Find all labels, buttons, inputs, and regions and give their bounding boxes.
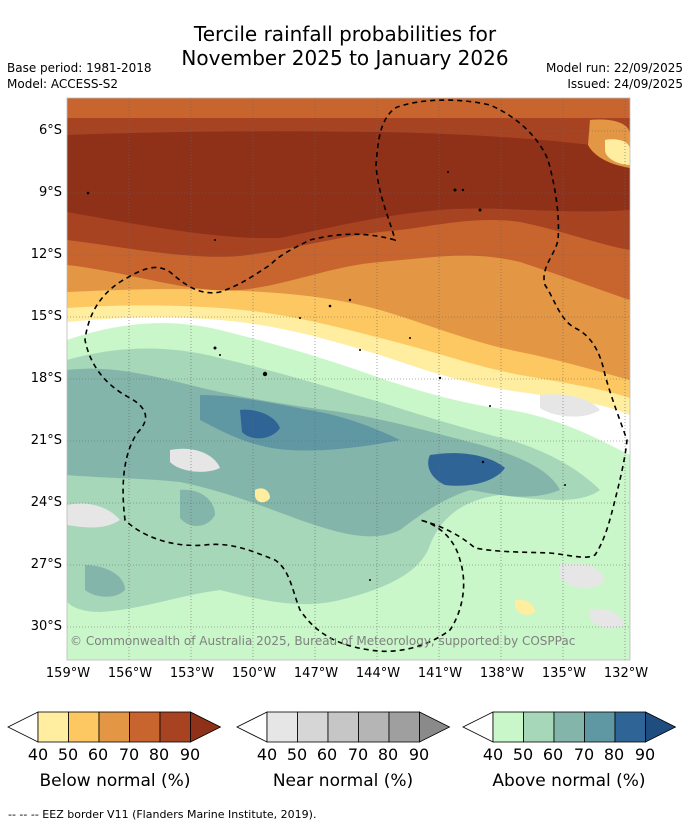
grid <box>67 98 630 660</box>
near-40-patch-5 <box>590 608 625 629</box>
lon-label: 135°W <box>541 666 587 681</box>
islands <box>86 171 566 581</box>
above-normal-title: Above normal (%) <box>492 771 646 791</box>
legend-tick: 40 <box>27 745 49 764</box>
above-60-patch <box>180 489 215 526</box>
near-normal-swatch <box>327 711 359 743</box>
lat-label: 15°S <box>30 309 62 324</box>
below-normal-swatch <box>68 711 100 743</box>
above-normal-swatch <box>523 711 555 743</box>
lon-label: 147°W <box>293 666 339 681</box>
model-run: Model run: 22/09/2025 <box>545 61 683 75</box>
map-frame <box>66 97 631 661</box>
legend-tick: 90 <box>634 745 656 764</box>
title-line-2: November 2025 to January 2026 <box>181 46 509 70</box>
lat-label: 24°S <box>30 495 62 510</box>
near-normal-swatch <box>297 711 329 743</box>
legend-tick: 40 <box>256 745 278 764</box>
legend-tick: 80 <box>603 745 625 764</box>
above-normal-colorbar <box>462 711 677 743</box>
below-40-patch <box>605 139 630 165</box>
near-40-patch-2 <box>170 448 220 472</box>
near-normal-swatch <box>266 711 298 743</box>
issued-date: Issued: 24/09/2025 <box>567 77 683 91</box>
below-normal-low-end <box>7 711 39 743</box>
below-40-spot <box>255 488 270 503</box>
lon-label: 144°W <box>355 666 401 681</box>
lon-label: 150°W <box>231 666 277 681</box>
legend-colorbars <box>7 711 677 743</box>
near-normal-colorbar <box>236 711 451 743</box>
lat-label: 9°S <box>38 185 62 200</box>
map-fill <box>67 98 630 660</box>
legend-tick: 90 <box>408 745 430 764</box>
legend-tick: 80 <box>148 745 170 764</box>
legend-tick: 60 <box>542 745 564 764</box>
lat-label: 21°S <box>30 433 62 448</box>
legend-tick: 60 <box>87 745 109 764</box>
model-info: Base period: 1981-2018 Model: ACCESS-S2 <box>7 60 152 92</box>
near-40-patch <box>67 503 120 528</box>
above-normal-low-end <box>462 711 494 743</box>
below-normal-title: Below normal (%) <box>39 771 191 791</box>
title-line-1: Tercile rainfall probabilities for <box>193 22 497 46</box>
near-normal-swatch <box>388 711 420 743</box>
lat-label: 18°S <box>30 371 62 386</box>
lon-label: 153°W <box>169 666 215 681</box>
base-period: Base period: 1981-2018 <box>7 61 152 75</box>
legend-tick: 80 <box>377 745 399 764</box>
eez-footnote: -- -- -- EEZ border V11 (Flanders Marine… <box>8 808 317 821</box>
legend-tick: 70 <box>347 745 369 764</box>
below-normal-swatch <box>159 711 191 743</box>
legend-tick: 50 <box>512 745 534 764</box>
above-normal-high-end <box>645 711 677 743</box>
lat-label: 6°S <box>38 123 62 138</box>
above-normal-swatch <box>584 711 616 743</box>
copyright-notice: © Commonwealth of Australia 2025, Bureau… <box>70 634 576 648</box>
below-normal-swatch <box>98 711 130 743</box>
legend-tick: 40 <box>482 745 504 764</box>
legend-tick: 60 <box>316 745 338 764</box>
lon-label: 159°W <box>45 666 91 681</box>
lat-label: 30°S <box>30 619 62 634</box>
lon-label: 138°W <box>479 666 525 681</box>
below-40-spot-2 <box>515 599 535 615</box>
below-normal-colorbar <box>7 711 222 743</box>
below-normal-high-end <box>190 711 222 743</box>
run-info: Model run: 22/09/2025 Issued: 24/09/2025 <box>546 60 683 92</box>
lat-label: 27°S <box>30 557 62 572</box>
model-name: Model: ACCESS-S2 <box>7 77 119 91</box>
above-80-region <box>428 453 505 486</box>
map-title: Tercile rainfall probabilities for Novem… <box>0 22 690 70</box>
lon-label: 132°W <box>603 666 649 681</box>
legend-tick: 50 <box>57 745 79 764</box>
above-60-patch-2 <box>85 565 125 597</box>
near-40-patch-4 <box>560 563 605 589</box>
below-90-region <box>67 131 630 239</box>
lon-label: 156°W <box>107 666 153 681</box>
near-40-patch-3 <box>540 394 600 417</box>
lon-label: 141°W <box>417 666 463 681</box>
below-normal-swatch <box>129 711 161 743</box>
near-normal-swatch <box>358 711 390 743</box>
above-normal-swatch <box>492 711 524 743</box>
below-normal-swatch <box>37 711 69 743</box>
eez-border <box>84 99 628 653</box>
above-normal-swatch <box>553 711 585 743</box>
above-normal-swatch <box>614 711 646 743</box>
legend-tick: 50 <box>286 745 308 764</box>
near-normal-title: Near normal (%) <box>272 771 414 791</box>
legend-tick: 70 <box>118 745 140 764</box>
legend-tick: 70 <box>573 745 595 764</box>
near-normal-high-end <box>419 711 451 743</box>
above-80-patch <box>240 409 280 439</box>
above-60-region <box>67 368 560 537</box>
legend-tick: 90 <box>179 745 201 764</box>
lat-label: 12°S <box>30 247 62 262</box>
near-normal-low-end <box>236 711 268 743</box>
